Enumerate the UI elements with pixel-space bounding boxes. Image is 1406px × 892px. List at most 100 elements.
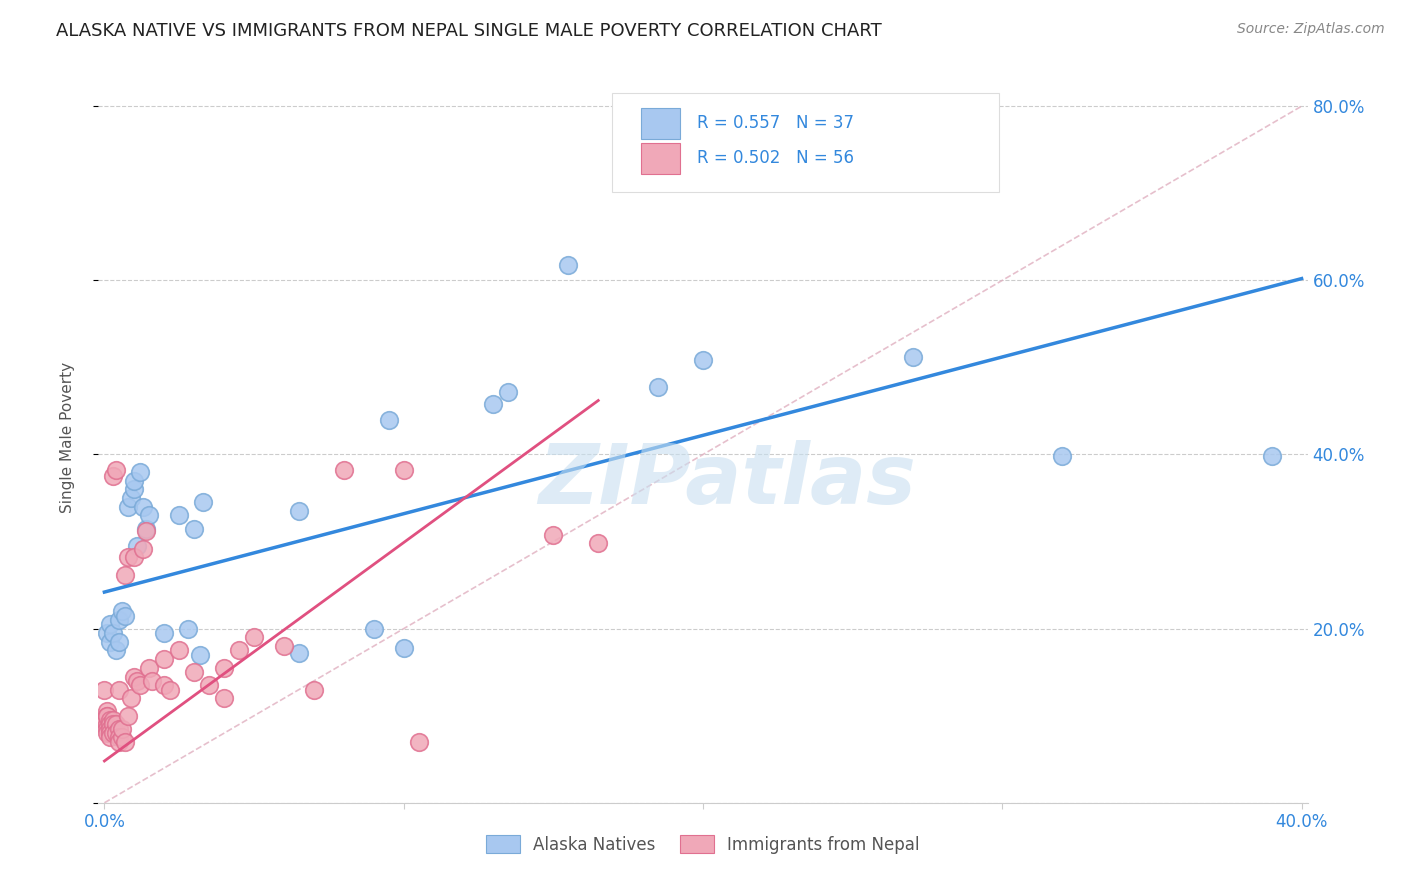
Point: [288, 646, 311, 660]
Point: [105, 717, 128, 731]
Point: [212, 661, 235, 675]
Point: [100, 722, 122, 736]
Point: [100, 713, 122, 727]
Point: [132, 500, 155, 514]
Point: [159, 682, 181, 697]
Point: [288, 504, 311, 518]
Point: [543, 527, 565, 541]
Point: [141, 673, 163, 688]
Point: [1260, 449, 1282, 463]
Bar: [641, 143, 681, 174]
Point: [135, 521, 157, 535]
Point: [124, 669, 146, 683]
Point: [114, 608, 136, 623]
Point: [183, 521, 205, 535]
Point: [103, 626, 125, 640]
Point: [108, 735, 131, 749]
Point: [96, 717, 118, 731]
Point: [212, 691, 235, 706]
Point: [498, 384, 520, 399]
Point: [153, 678, 176, 692]
Point: [243, 631, 266, 645]
Point: [117, 500, 139, 514]
Point: [692, 353, 714, 368]
Point: [129, 465, 152, 479]
Point: [103, 717, 125, 731]
Point: [228, 643, 250, 657]
Point: [100, 731, 122, 745]
Point: [111, 731, 134, 745]
Point: [96, 705, 118, 719]
Point: [96, 626, 118, 640]
Point: [901, 350, 924, 364]
Point: [392, 463, 415, 477]
Point: [188, 648, 211, 662]
Point: [392, 640, 415, 655]
FancyBboxPatch shape: [613, 94, 1000, 192]
Point: [177, 622, 200, 636]
Point: [586, 536, 609, 550]
Point: [557, 258, 579, 272]
Bar: [641, 108, 681, 138]
Point: [377, 412, 399, 426]
Point: [105, 726, 128, 740]
Point: [127, 673, 149, 688]
Point: [127, 539, 149, 553]
Point: [302, 682, 325, 697]
Point: [1050, 449, 1073, 463]
Point: [408, 735, 430, 749]
Point: [124, 550, 146, 565]
Point: [153, 626, 176, 640]
Point: [108, 722, 131, 736]
Point: [103, 726, 125, 740]
Point: [138, 508, 160, 523]
Point: [105, 643, 128, 657]
Point: [111, 604, 134, 618]
Point: [117, 550, 139, 565]
Point: [93, 682, 115, 697]
Point: [108, 634, 131, 648]
Point: [108, 682, 131, 697]
Y-axis label: Single Male Poverty: Single Male Poverty: [60, 361, 75, 513]
Point: [167, 643, 190, 657]
Point: [198, 678, 221, 692]
Point: [135, 524, 157, 538]
Point: [103, 469, 125, 483]
Text: R = 0.557   N = 37: R = 0.557 N = 37: [697, 114, 853, 132]
Point: [108, 613, 131, 627]
Point: [363, 622, 385, 636]
Text: Source: ZipAtlas.com: Source: ZipAtlas.com: [1237, 22, 1385, 37]
Point: [117, 708, 139, 723]
Point: [138, 661, 160, 675]
Point: [482, 397, 505, 411]
Point: [105, 463, 128, 477]
Point: [93, 713, 115, 727]
Text: R = 0.502   N = 56: R = 0.502 N = 56: [697, 149, 853, 168]
Point: [103, 713, 125, 727]
Point: [120, 691, 142, 706]
Point: [129, 678, 152, 692]
Point: [96, 726, 118, 740]
Point: [167, 508, 190, 523]
Legend: Alaska Natives, Immigrants from Nepal: Alaska Natives, Immigrants from Nepal: [479, 829, 927, 860]
Point: [96, 722, 118, 736]
Point: [114, 735, 136, 749]
Point: [100, 717, 122, 731]
Point: [100, 617, 122, 632]
Text: ZIPatlas: ZIPatlas: [538, 441, 917, 522]
Point: [333, 463, 356, 477]
Point: [100, 726, 122, 740]
Text: ALASKA NATIVE VS IMMIGRANTS FROM NEPAL SINGLE MALE POVERTY CORRELATION CHART: ALASKA NATIVE VS IMMIGRANTS FROM NEPAL S…: [56, 22, 882, 40]
Point: [111, 722, 134, 736]
Point: [183, 665, 205, 680]
Point: [120, 491, 142, 505]
Point: [114, 567, 136, 582]
Point: [153, 652, 176, 666]
Point: [96, 708, 118, 723]
Point: [124, 483, 146, 497]
Point: [100, 634, 122, 648]
Point: [108, 731, 131, 745]
Point: [124, 474, 146, 488]
Point: [96, 708, 118, 723]
Point: [132, 541, 155, 556]
